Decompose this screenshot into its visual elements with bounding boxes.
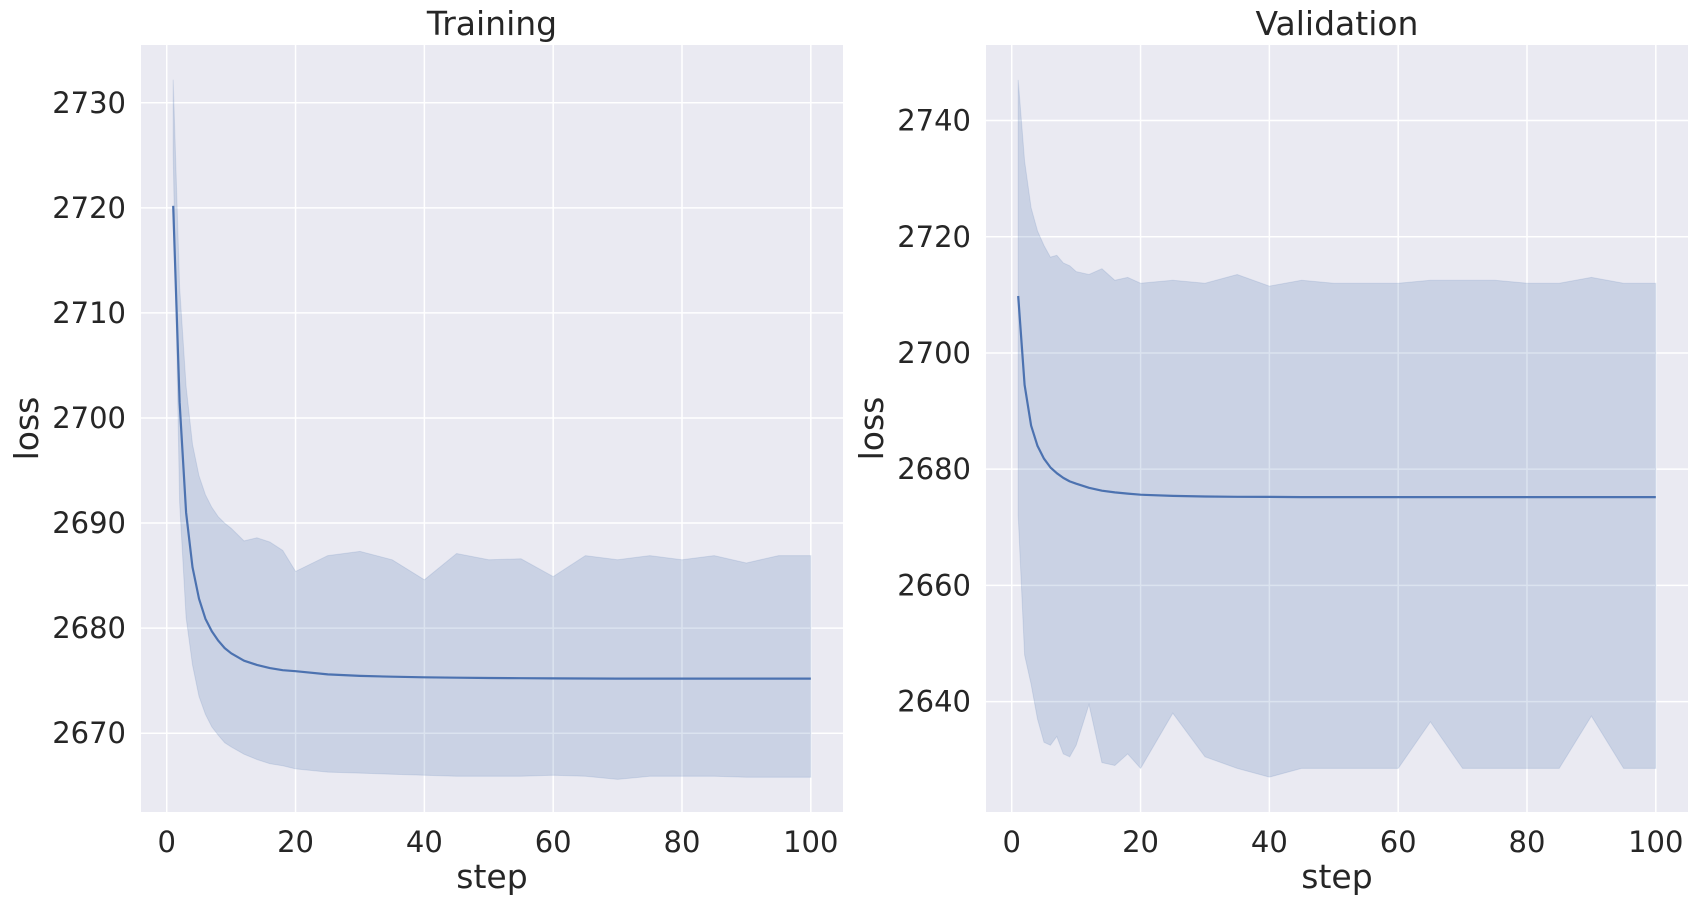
validation-panel: 0 20 40 60 80 100 2640 2660 2680 2700 2720 2740 Vali… (852, 4, 1688, 896)
validation-x-tick-label: 40 (1251, 825, 1288, 859)
validation-y-tick-label: 2680 (897, 452, 971, 486)
training-x-tick-label: 40 (406, 825, 443, 859)
training-y-tick-label: 2700 (52, 401, 126, 435)
validation-y-tick-label: 2700 (897, 336, 971, 370)
training-plot-area (141, 45, 843, 812)
training-x-tick-label: 60 (535, 825, 572, 859)
validation-chart-title: Validation (1256, 4, 1419, 43)
training-confidence-band (172, 79, 812, 780)
validation-y-tick-label: 2720 (897, 220, 971, 254)
training-x-tick-label: 20 (277, 825, 314, 859)
training-y-tick-label: 2730 (52, 86, 126, 120)
validation-x-tick-label: 60 (1380, 825, 1417, 859)
validation-plot-area (986, 45, 1688, 812)
validation-x-axis-label: step (1301, 857, 1372, 896)
training-y-tick-label: 2720 (52, 191, 126, 225)
training-panel: 0 20 40 60 80 100 2670 2680 2690 2700 2710 2720 2730… (7, 4, 843, 896)
training-y-tick-label: 2710 (52, 296, 126, 330)
validation-confidence-band (1017, 79, 1657, 778)
validation-y-tick-label: 2740 (897, 104, 971, 138)
validation-x-tick-label: 0 (1003, 825, 1021, 859)
training-y-tick-label: 2680 (52, 611, 126, 645)
training-chart-title: Training (426, 4, 557, 43)
training-y-tick-label: 2690 (52, 506, 126, 540)
training-series-line (172, 205, 811, 680)
training-y-axis-label: loss (7, 397, 46, 461)
training-x-tick-label: 100 (783, 825, 838, 859)
training-x-tick-label: 80 (664, 825, 701, 859)
validation-series-line (1017, 295, 1656, 499)
training-x-axis-label: step (456, 857, 527, 896)
validation-y-axis-label: loss (852, 397, 891, 461)
validation-y-tick-label: 2660 (897, 568, 971, 602)
training-x-tick-label: 0 (158, 825, 176, 859)
validation-x-tick-label: 80 (1509, 825, 1546, 859)
validation-y-tick-label: 2640 (897, 685, 971, 719)
validation-x-tick-label: 20 (1122, 825, 1159, 859)
validation-x-tick-label: 100 (1628, 825, 1683, 859)
training-y-tick-label: 2670 (52, 716, 126, 750)
